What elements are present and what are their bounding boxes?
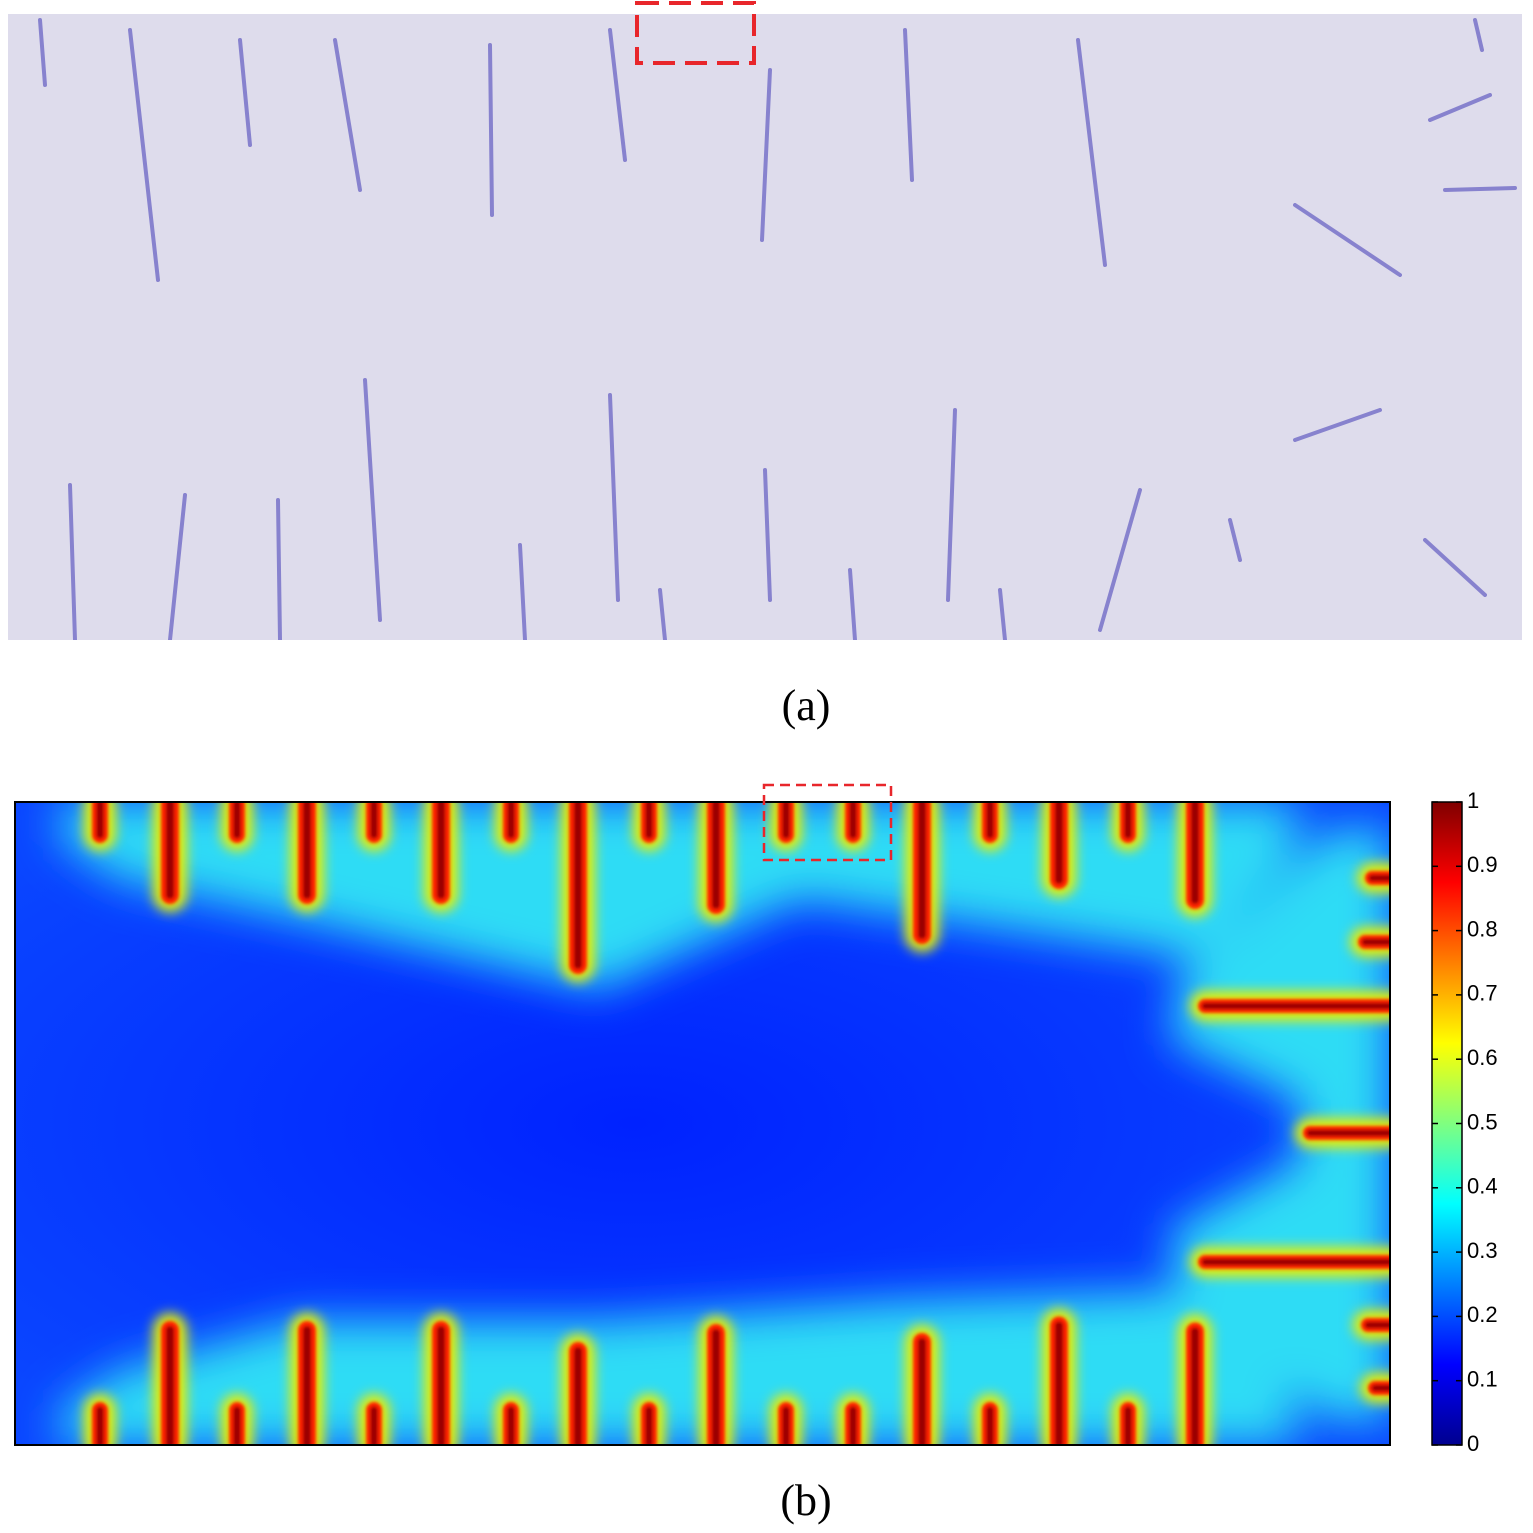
highlight-box (762, 783, 893, 862)
photo-crack (168, 493, 187, 640)
panel-label: (b) (780, 1476, 831, 1525)
photo-crack (848, 568, 857, 640)
photo-crack (760, 68, 772, 242)
photo-crack (128, 28, 160, 282)
photo-crack (763, 468, 772, 602)
photo-crack (946, 408, 957, 602)
tick-label: 1 (1467, 788, 1479, 813)
photo-crack (1293, 203, 1402, 277)
photo-crack (1423, 538, 1487, 597)
photo-crack (238, 38, 252, 147)
photo-crack (488, 43, 494, 217)
photo-crack (1228, 518, 1242, 562)
tick-label: 0.2 (1467, 1302, 1498, 1327)
photo-crack (363, 378, 382, 622)
highlight-box (635, 1, 756, 65)
photo-cracks (38, 18, 1517, 640)
photo-crack (608, 393, 620, 602)
tick-label: 0.4 (1467, 1174, 1498, 1199)
photo-crack (998, 588, 1007, 640)
photo-crack (1293, 408, 1382, 442)
tick-label: 0.8 (1467, 916, 1498, 941)
tick-label: 0.7 (1467, 981, 1498, 1006)
tick-label: 0.5 (1467, 1109, 1498, 1134)
frame (14, 801, 1391, 1446)
photo-crack (658, 588, 667, 640)
photo-crack (1473, 18, 1484, 52)
photo-crack (1098, 488, 1142, 632)
photo-crack (903, 28, 914, 182)
photo-crack (333, 38, 362, 192)
photo-crack (276, 498, 282, 640)
panel-label: (a) (782, 681, 831, 730)
tick-label: 0.1 (1467, 1367, 1498, 1392)
tick-label: 0.6 (1467, 1045, 1498, 1070)
colorbar-axis: 0 0.1 0.2 0.3 0.4 0.5 0.6 0.7 0.8 0.9 1 (1432, 788, 1498, 1456)
photo-crack (1428, 93, 1492, 122)
photo-crack (68, 483, 77, 640)
photo (8, 14, 1522, 640)
tick-label: 0.9 (1467, 852, 1498, 877)
cracks (92, 802, 1390, 1445)
photo-crack (1443, 186, 1517, 192)
photo-crack (608, 28, 627, 162)
photo-crack (38, 18, 47, 87)
photo-crack (1076, 38, 1107, 267)
tick-label: 0 (1467, 1431, 1479, 1456)
simulation (15, 802, 1390, 1445)
photo-crack (518, 543, 527, 640)
tick-label: 0.3 (1467, 1238, 1498, 1263)
